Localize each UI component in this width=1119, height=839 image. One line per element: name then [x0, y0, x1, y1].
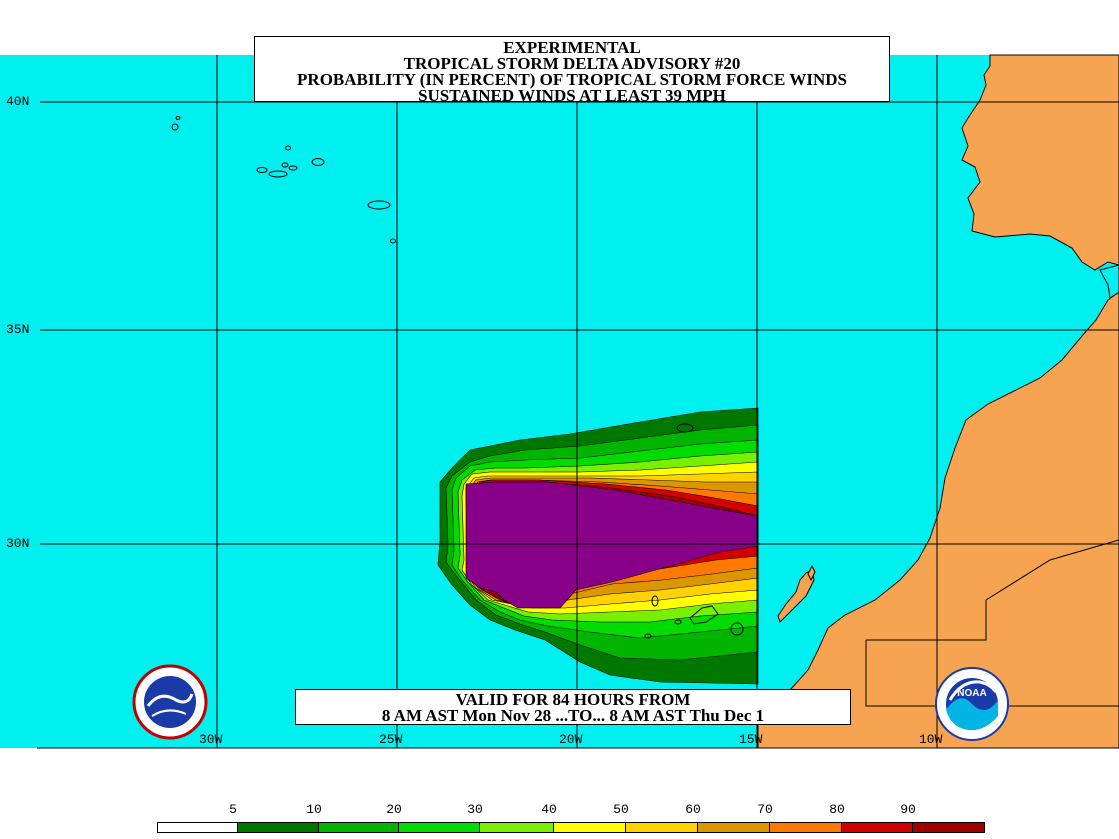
canary-islands-west [644, 423, 744, 639]
legend-label-30: 30 [467, 802, 483, 817]
country-borders [865, 539, 1119, 707]
legend-swatch [238, 823, 319, 832]
legend-label-50: 50 [613, 802, 629, 817]
legend-label-60: 60 [685, 802, 701, 817]
svg-text:NOAA: NOAA [957, 688, 986, 699]
lat-label-35n: 35N [6, 322, 30, 337]
legend-color-bar [157, 822, 985, 833]
lon-label-20w: 20W [559, 732, 583, 747]
title-line-1: EXPERIMENTAL [503, 38, 641, 57]
map-title: EXPERIMENTAL TROPICAL STORM DELTA ADVISO… [254, 36, 890, 105]
legend-swatch [554, 823, 626, 832]
lat-label-40n: 40N [6, 94, 30, 109]
title-line-4: SUSTAINED WINDS AT LEAST 39 MPH [418, 86, 726, 105]
legend-swatch [399, 823, 480, 832]
lon-label-30w: 30W [199, 732, 223, 747]
valid-line-2: 8 AM AST Mon Nov 28 ...TO... 8 AM AST Th… [381, 706, 765, 725]
azores-islands [171, 116, 396, 244]
legend-swatch [626, 823, 698, 832]
probability-contours [437, 407, 759, 685]
legend-label-40: 40 [541, 802, 557, 817]
legend-swatch [319, 823, 399, 832]
title-line-2: TROPICAL STORM DELTA ADVISORY #20 [403, 54, 741, 73]
noaa-logo-icon: NOAA [935, 667, 1009, 741]
valid-line-1: VALID FOR 84 HOURS FROM [455, 690, 691, 709]
legend-swatch [698, 823, 770, 832]
valid-period: VALID FOR 84 HOURS FROM 8 AM AST Mon Nov… [295, 689, 851, 725]
lon-label-10w: 10W [919, 732, 943, 747]
title-line-3: PROBABILITY (IN PERCENT) OF TROPICAL STO… [297, 70, 847, 89]
legend-label-10: 10 [306, 802, 322, 817]
lon-label-25w: 25W [379, 732, 403, 747]
nws-logo-icon [132, 664, 208, 740]
graticule [37, 55, 1119, 749]
lat-label-30n: 30N [6, 536, 30, 551]
legend-swatch [158, 823, 238, 832]
legend-swatch [480, 823, 554, 832]
legend-swatch [770, 823, 842, 832]
island-lanzarote [807, 564, 816, 582]
legend-swatch [913, 823, 984, 832]
land-iberia [961, 54, 1119, 271]
legend-label-5: 5 [229, 802, 237, 817]
lon-label-15w: 15W [739, 732, 763, 747]
strait [1099, 264, 1119, 299]
probability-map: NOAA [0, 54, 1119, 749]
contour-90-max [465, 481, 759, 609]
legend-swatch [842, 823, 913, 832]
legend-label-90: 90 [900, 802, 916, 817]
legend-label-70: 70 [757, 802, 773, 817]
legend-label-80: 80 [829, 802, 845, 817]
legend-label-20: 20 [386, 802, 402, 817]
